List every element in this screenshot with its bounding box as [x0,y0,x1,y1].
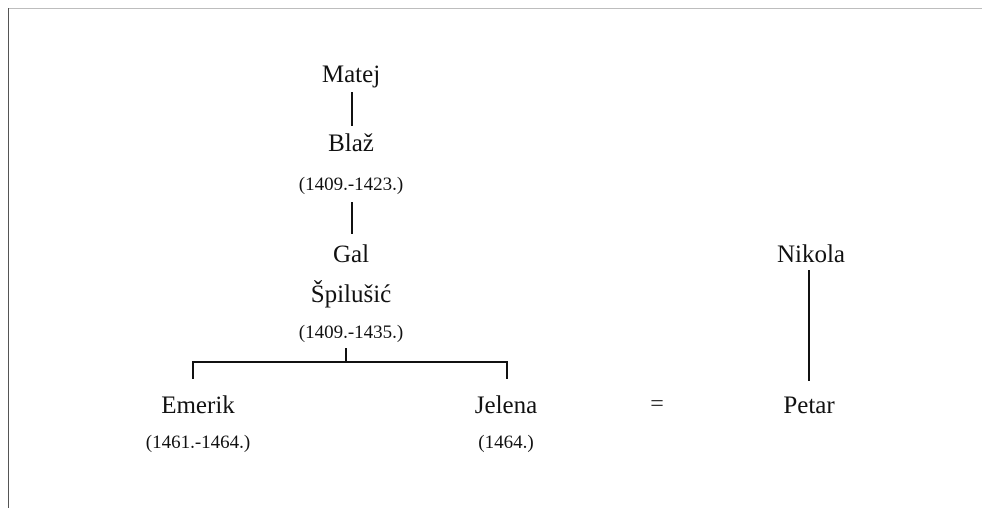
person-jelena-dates: (1464.) [478,432,534,453]
connector-blaz-gal [351,202,353,234]
frame-left-border [8,8,9,508]
person-gal-dates: (1409.-1435.) [298,322,404,343]
connector-gal-drop [345,348,347,362]
marriage-symbol: = [650,391,664,417]
person-emerik-name: Emerik [161,392,235,419]
connector-children-bar [192,361,508,363]
person-matej-name: Matej [321,61,381,88]
person-gal-name-line2: Špilušić [310,281,392,308]
person-blaz-dates: (1409.-1423.) [298,174,404,195]
person-gal-name-line1: Gal [332,241,370,268]
person-emerik-dates: (1461.-1464.) [145,432,251,453]
person-jelena-name: Jelena [474,392,538,419]
person-blaz-name: Blaž [328,130,374,157]
frame-top-border [8,8,982,9]
person-petar-name: Petar [783,392,835,419]
connector-nikola-petar [808,270,810,381]
connector-matej-blaz [351,92,353,126]
connector-child-emerik [192,361,194,379]
connector-child-jelena [506,361,508,379]
person-nikola-name: Nikola [776,241,846,268]
